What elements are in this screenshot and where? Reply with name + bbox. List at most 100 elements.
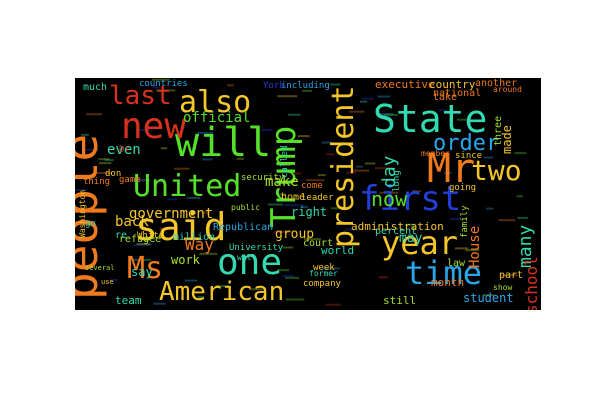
filler-speck: [302, 89, 313, 92]
cloud-word: country: [429, 78, 476, 91]
filler-speck: [362, 97, 374, 100]
cloud-word: thing: [83, 177, 110, 187]
filler-speck: [377, 95, 391, 98]
filler-speck: [325, 303, 341, 306]
filler-speck: [160, 147, 168, 150]
cloud-word: new: [121, 106, 186, 147]
filler-speck: [449, 218, 464, 221]
cloud-word: administration: [351, 220, 444, 233]
filler-speck: [86, 113, 103, 116]
filler-speck: [186, 197, 201, 199]
cloud-word: University: [229, 243, 284, 253]
filler-speck: [167, 198, 178, 201]
cloud-word: two: [471, 154, 522, 187]
filler-speck: [331, 207, 339, 210]
cloud-word: York: [263, 81, 285, 91]
filler-speck: [284, 276, 300, 279]
filler-speck: [378, 276, 388, 279]
filler-speck: [404, 223, 415, 226]
cloud-word: week: [313, 263, 335, 273]
cloud-word: family: [460, 205, 470, 238]
filler-speck: [75, 189, 88, 192]
cloud-word: team: [115, 294, 142, 307]
cloud-word: million: [173, 232, 215, 243]
filler-speck: [355, 165, 363, 168]
filler-speck: [199, 252, 218, 255]
cloud-word: countries: [139, 79, 188, 89]
cloud-word: going: [449, 183, 476, 193]
cloud-word: another: [475, 78, 517, 89]
cloud-word: official: [183, 110, 250, 126]
filler-speck: [303, 238, 321, 241]
filler-speck: [152, 86, 160, 89]
filler-speck: [98, 158, 110, 161]
filler-speck: [483, 156, 494, 159]
cloud-word: Republican: [213, 222, 273, 233]
filler-speck: [379, 191, 399, 194]
filler-speck: [197, 296, 204, 299]
cloud-word: Dr: [119, 145, 130, 155]
cloud-word: will: [175, 120, 271, 166]
cloud-word: go: [85, 219, 96, 229]
cloud-word: re: [115, 230, 127, 241]
cloud-word: Ms: [127, 251, 163, 286]
cloud-word: national: [433, 88, 481, 99]
cloud-word: United: [133, 169, 241, 204]
filler-speck: [159, 227, 169, 230]
cloud-word: right: [291, 205, 327, 219]
filler-speck: [132, 258, 151, 261]
cloud-word: refugee: [119, 234, 161, 245]
cloud-word: called: [280, 145, 290, 178]
cloud-word: month: [431, 276, 464, 289]
filler-speck: [444, 172, 452, 174]
cloud-word: executive: [375, 78, 435, 91]
cloud-word: former: [309, 269, 338, 278]
cloud-word: House: [467, 226, 483, 268]
cloud-word: since: [455, 151, 482, 161]
filler-speck: [514, 152, 527, 155]
cloud-word: many: [515, 224, 536, 268]
cloud-word: court: [303, 238, 333, 249]
filler-speck: [294, 172, 301, 175]
filler-speck: [284, 204, 304, 207]
filler-speck: [306, 179, 325, 182]
filler-speck: [215, 285, 230, 287]
cloud-word: including: [281, 81, 330, 91]
filler-speck: [285, 298, 305, 301]
cloud-word: said: [135, 205, 227, 249]
filler-speck: [456, 118, 468, 121]
filler-speck: [346, 171, 357, 174]
word-cloud: people said will United new also last Trump pres…: [75, 78, 541, 310]
filler-speck: [378, 113, 394, 116]
filler-speck: [438, 109, 447, 112]
filler-speck: [184, 279, 198, 282]
cloud-word: order: [433, 131, 499, 156]
cloud-word: company: [303, 279, 342, 289]
filler-speck: [384, 114, 398, 116]
filler-speck: [248, 288, 266, 291]
filler-speck: [174, 167, 190, 170]
cloud-word: student: [463, 291, 514, 305]
cloud-word: State: [373, 97, 487, 141]
cloud-word: government: [129, 206, 213, 222]
filler-speck: [277, 95, 298, 98]
filler-speck: [498, 219, 516, 222]
filler-speck: [322, 267, 340, 270]
cloud-word: make: [265, 174, 299, 190]
filler-speck: [153, 302, 166, 305]
filler-speck: [136, 243, 151, 246]
cloud-word: school: [522, 256, 541, 310]
cloud-word: work: [171, 253, 201, 267]
filler-speck: [137, 129, 150, 131]
filler-speck: [352, 169, 369, 172]
filler-speck: [96, 172, 113, 174]
cloud-word: long: [392, 170, 402, 192]
cloud-word: people: [75, 134, 108, 300]
cloud-word: several: [85, 264, 115, 272]
filler-speck: [277, 164, 291, 166]
cloud-word: time: [405, 254, 482, 292]
cloud-word: well: [237, 253, 256, 262]
cloud-word: Trump: [264, 126, 304, 228]
cloud-word: world: [321, 244, 354, 257]
filler-speck: [298, 135, 310, 138]
